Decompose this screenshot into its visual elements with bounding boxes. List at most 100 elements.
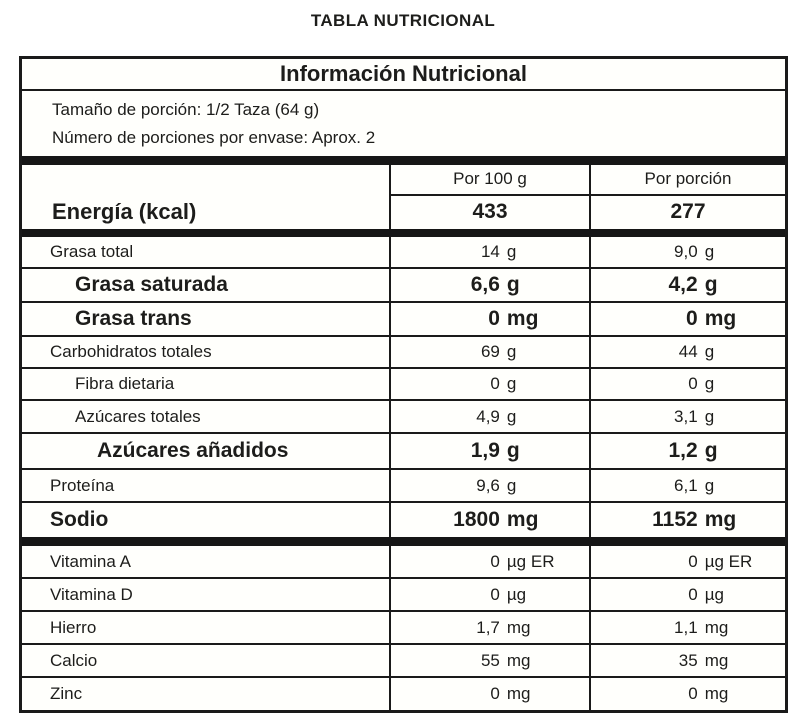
- value-per-serving: 1152 mg: [589, 503, 785, 537]
- value-per-100g: 1,9 g: [389, 434, 589, 468]
- energy-value-per-100g: 433: [389, 196, 589, 229]
- value-unit: mg: [506, 617, 531, 637]
- nutrient-label: Azúcares añadidos: [97, 439, 289, 462]
- value-per-serving: 0 µg: [589, 579, 785, 610]
- value-per-100g: 0 mg: [389, 303, 589, 335]
- value-per-100g: 55 mg: [389, 645, 589, 676]
- row-vitamina-a: Vitamina A 0 µg ER 0 µg ER: [22, 546, 785, 579]
- value-per-100g: 0 µg ER: [389, 546, 589, 577]
- value-per-serving: 35 mg: [589, 645, 785, 676]
- value-unit: g: [704, 439, 718, 462]
- value-per-serving: 3,1 g: [589, 401, 785, 432]
- value-number: 6,6: [470, 273, 500, 296]
- value-number: 0: [490, 374, 500, 393]
- value-unit: g: [704, 406, 715, 426]
- nutrient-label: Grasa total: [50, 242, 134, 261]
- value-unit: mg: [704, 508, 737, 531]
- page-title: TABLA NUTRICIONAL: [310, 11, 496, 30]
- value-number: 1800: [453, 508, 500, 531]
- value-per-serving: 44 g: [589, 337, 785, 367]
- value-unit: µg: [506, 584, 527, 604]
- value-number: 0: [490, 584, 500, 604]
- value-per-100g: 0 µg: [389, 579, 589, 610]
- row-calcio: Calcio 55 mg 35 mg: [22, 645, 785, 678]
- nutrient-label: Grasa trans: [75, 307, 192, 330]
- value-number: 4,2: [668, 273, 698, 296]
- column-header-per-serving: Por porción: [589, 165, 785, 196]
- serving-info-section: Tamaño de porción: 1/2 Taza (64 g) Númer…: [22, 91, 785, 156]
- value-number: 14: [480, 242, 500, 261]
- value-number: 1,2: [668, 439, 698, 462]
- value-number: 1,1: [674, 617, 698, 637]
- nutrient-label: Zinc: [50, 684, 83, 703]
- value-per-serving: 9,0 g: [589, 237, 785, 267]
- value-unit: g: [506, 242, 517, 261]
- value-unit: mg: [506, 508, 539, 531]
- nutrition-facts-table: Información Nutricional Tamaño de porció…: [19, 56, 788, 713]
- value-per-100g: 9,6 g: [389, 470, 589, 501]
- value-unit: g: [704, 475, 715, 495]
- value-per-100g: 14 g: [389, 237, 589, 267]
- thick-divider-after-sodio: [22, 537, 785, 546]
- value-unit: g: [506, 439, 520, 462]
- value-unit: g: [506, 475, 517, 495]
- nutrient-label: Proteína: [50, 475, 115, 495]
- row-sodio: Sodio 1800 mg 1152 mg: [22, 503, 785, 537]
- value-number: 1152: [652, 508, 698, 531]
- value-unit: g: [704, 273, 718, 296]
- value-unit: g: [506, 406, 517, 426]
- value-unit: mg: [704, 650, 729, 670]
- value-per-serving: 1,1 mg: [589, 612, 785, 643]
- value-number: 1,9: [470, 439, 500, 462]
- value-per-100g: 4,9 g: [389, 401, 589, 432]
- value-number: 0: [686, 307, 698, 330]
- value-unit: g: [506, 374, 517, 393]
- value-number: 9,0: [674, 242, 698, 261]
- row-carbohidratos-totales: Carbohidratos totales 69 g 44 g: [22, 337, 785, 369]
- nutrient-label: Azúcares totales: [75, 406, 201, 426]
- thick-divider-after-energy: [22, 229, 785, 237]
- value-unit: µg ER: [506, 551, 555, 571]
- nutrient-label: Vitamina A: [50, 551, 131, 571]
- nutrient-label: Fibra dietaria: [75, 374, 175, 393]
- value-number: 6,1: [674, 475, 698, 495]
- value-unit: g: [704, 342, 715, 361]
- value-per-serving: 0 µg ER: [589, 546, 785, 577]
- energy-value-per-serving: 277: [589, 196, 785, 229]
- value-number: 0: [490, 684, 500, 703]
- value-number: 55: [480, 650, 500, 670]
- row-grasa-trans: Grasa trans 0 mg 0 mg: [22, 303, 785, 337]
- value-number: 69: [480, 342, 500, 361]
- value-per-100g: 1,7 mg: [389, 612, 589, 643]
- value-unit: g: [506, 273, 520, 296]
- value-unit: g: [704, 374, 715, 393]
- value-number: 0: [688, 584, 698, 604]
- row-vitamina-d: Vitamina D 0 µg 0 µg: [22, 579, 785, 612]
- value-unit: mg: [506, 684, 531, 703]
- column-header-per-100g: Por 100 g: [389, 165, 589, 196]
- value-unit: g: [506, 342, 517, 361]
- nutrient-label: Calcio: [50, 650, 98, 670]
- value-number: 4,9: [476, 406, 500, 426]
- servings-per-package-text: Número de porciones por envase: Aprox. 2: [52, 128, 376, 147]
- nutrient-label: Vitamina D: [50, 584, 133, 604]
- thick-divider-top: [22, 156, 785, 165]
- value-per-serving: 4,2 g: [589, 269, 785, 301]
- value-unit: mg: [704, 684, 729, 703]
- nutrient-label: Hierro: [50, 617, 97, 637]
- row-grasa-saturada: Grasa saturada 6,6 g 4,2 g: [22, 269, 785, 303]
- value-unit: µg: [704, 584, 724, 604]
- nutrient-label: Grasa saturada: [75, 273, 228, 296]
- value-per-serving: 6,1 g: [589, 470, 785, 501]
- value-unit: mg: [506, 650, 531, 670]
- row-azucares-totales: Azúcares totales 4,9 g 3,1 g: [22, 401, 785, 434]
- value-per-100g: 6,6 g: [389, 269, 589, 301]
- nutrient-label: Sodio: [50, 508, 109, 531]
- table-title: Información Nutricional: [22, 59, 785, 91]
- value-number: 0: [688, 684, 698, 703]
- value-per-serving: 0 mg: [589, 303, 785, 335]
